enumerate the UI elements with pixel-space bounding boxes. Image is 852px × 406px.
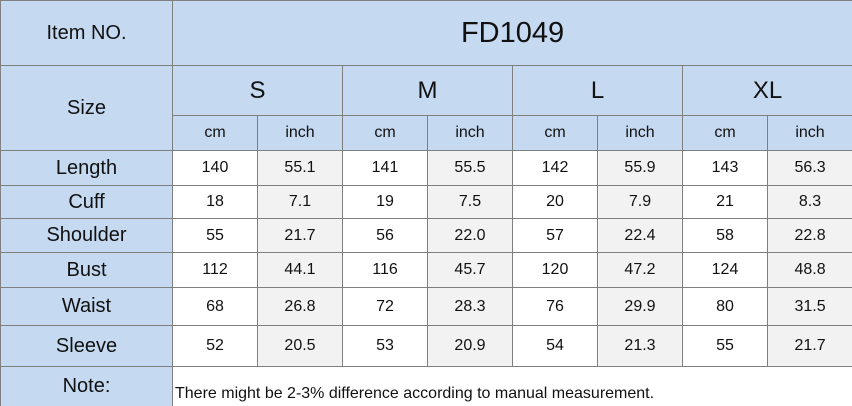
measurement: 8.3 xyxy=(766,185,852,219)
measurement: 22.0 xyxy=(427,218,513,253)
size-header: M xyxy=(342,65,513,116)
measurement: 47.2 xyxy=(597,252,683,288)
measurement: 20.9 xyxy=(427,325,513,367)
unit-header: inch xyxy=(427,115,513,151)
measurement: 56 xyxy=(342,218,428,253)
measurement: 80 xyxy=(682,287,768,326)
unit-header: inch xyxy=(597,115,683,151)
row-label: Cuff xyxy=(0,185,173,219)
measurement: 7.9 xyxy=(597,185,683,219)
measurement: 55 xyxy=(682,325,768,367)
measurement: 112 xyxy=(172,252,258,288)
measurement: 55.1 xyxy=(257,150,343,186)
measurement: 68 xyxy=(172,287,258,326)
table-row: Cuff 18 7.1 19 7.5 20 7.9 21 8.3 xyxy=(0,185,852,219)
measurement: 20.5 xyxy=(257,325,343,367)
row-label: Bust xyxy=(0,252,173,288)
measurement: 124 xyxy=(682,252,768,288)
note-text: There might be 2-3% difference according… xyxy=(171,366,852,406)
table-row: Shoulder 55 21.7 56 22.0 57 22.4 58 22.8 xyxy=(0,218,852,253)
table-row: Sleeve 52 20.5 53 20.9 54 21.3 55 21.7 xyxy=(0,325,852,367)
size-label: Size xyxy=(0,65,173,151)
measurement: 141 xyxy=(342,150,428,186)
measurement: 116 xyxy=(342,252,428,288)
measurement: 21.3 xyxy=(597,325,683,367)
measurement: 21.7 xyxy=(766,325,852,367)
size-header: L xyxy=(512,65,683,116)
measurement: 48.8 xyxy=(766,252,852,288)
measurement: 28.3 xyxy=(427,287,513,326)
measurement: 45.7 xyxy=(427,252,513,288)
measurement: 22.4 xyxy=(597,218,683,253)
row-label: Shoulder xyxy=(0,218,173,253)
table-row: Note: There might be 2-3% difference acco… xyxy=(0,366,852,406)
measurement: 142 xyxy=(512,150,598,186)
table-row: Length 140 55.1 141 55.5 142 55.9 143 56.3 xyxy=(0,150,852,186)
item-value: FD1049 xyxy=(171,0,852,66)
measurement: 140 xyxy=(172,150,258,186)
table-row: Waist 68 26.8 72 28.3 76 29.9 80 31.5 xyxy=(0,287,852,326)
row-label: Sleeve xyxy=(0,325,173,367)
measurement: 20 xyxy=(512,185,598,219)
table-row: cm inch cm inch cm inch cm inch xyxy=(1,115,852,151)
measurement: 57 xyxy=(512,218,598,253)
measurement: 52 xyxy=(172,325,258,367)
table-row: Item NO. FD1049 xyxy=(0,0,852,66)
measurement: 54 xyxy=(512,325,598,367)
row-label: Waist xyxy=(0,287,173,326)
measurement: 19 xyxy=(342,185,428,219)
measurement: 22.8 xyxy=(766,218,852,253)
unit-header: cm xyxy=(172,115,258,151)
unit-header: inch xyxy=(766,115,852,151)
measurement: 53 xyxy=(342,325,428,367)
measurement: 56.3 xyxy=(766,150,852,186)
measurement: 76 xyxy=(512,287,598,326)
measurement: 55.5 xyxy=(427,150,513,186)
note-label: Note: xyxy=(0,366,173,406)
table-row: Bust 112 44.1 116 45.7 120 47.2 124 48.8 xyxy=(0,252,852,288)
size-header: XL xyxy=(681,65,852,116)
measurement: 21 xyxy=(682,185,768,219)
measurement: 44.1 xyxy=(257,252,343,288)
unit-header: cm xyxy=(682,115,768,151)
measurement: 7.1 xyxy=(257,185,343,219)
measurement: 72 xyxy=(342,287,428,326)
unit-header: cm xyxy=(512,115,598,151)
measurement: 31.5 xyxy=(766,287,852,326)
measurement: 7.5 xyxy=(427,185,513,219)
measurement: 29.9 xyxy=(597,287,683,326)
measurement: 55.9 xyxy=(597,150,683,186)
item-label: Item NO. xyxy=(0,0,173,66)
row-label: Length xyxy=(0,150,173,186)
measurement: 143 xyxy=(682,150,768,186)
measurement: 55 xyxy=(172,218,258,253)
unit-header: cm xyxy=(342,115,428,151)
measurement: 120 xyxy=(512,252,598,288)
unit-header: inch xyxy=(257,115,343,151)
measurement: 58 xyxy=(682,218,768,253)
size-header: S xyxy=(172,65,343,116)
table-row: Size S M L XL xyxy=(0,65,852,151)
measurement: 18 xyxy=(172,185,258,219)
measurement: 26.8 xyxy=(257,287,343,326)
measurement: 21.7 xyxy=(257,218,343,253)
